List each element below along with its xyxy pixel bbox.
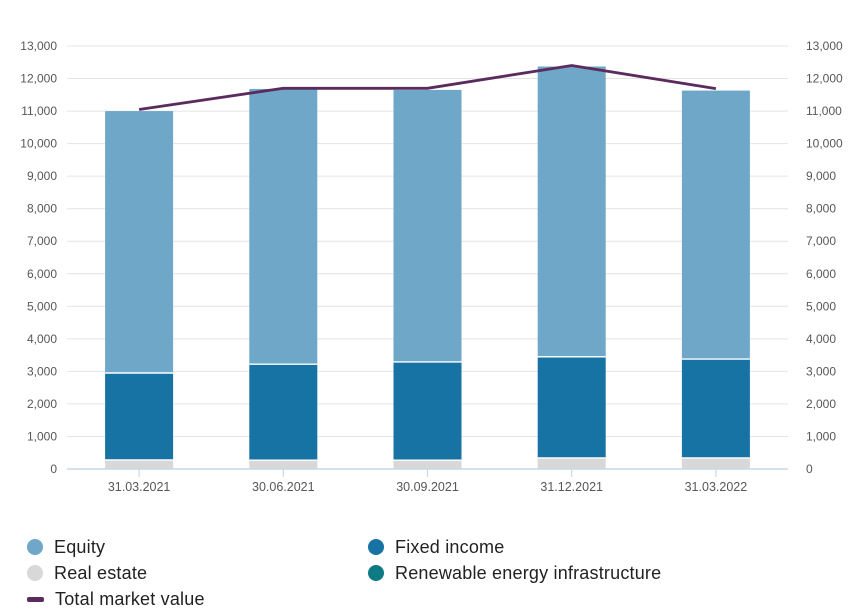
- bar-segment-equity: [537, 66, 606, 357]
- legend-item-equity: Equity: [27, 534, 368, 560]
- bar-segment-real-estate: [249, 460, 318, 469]
- real-estate-marker-icon: [27, 565, 43, 581]
- y-axis-label-right: 1,000: [806, 429, 836, 443]
- legend-item-total-market-value: Total market value: [27, 586, 368, 612]
- bar-segment-real-estate: [537, 457, 606, 469]
- y-axis-label-right: 2,000: [806, 397, 836, 411]
- y-axis-label-left: 9,000: [27, 169, 57, 183]
- y-axis-label-right: 8,000: [806, 202, 836, 216]
- y-axis-label-left: 4,000: [27, 332, 57, 346]
- y-axis-label-left: 10,000: [20, 137, 57, 151]
- equity-marker-icon: [27, 539, 43, 555]
- bar-segment-real-estate: [393, 460, 462, 469]
- y-axis-label-left: 13,000: [20, 39, 57, 53]
- bar-segment-equity: [393, 89, 462, 362]
- legend-label-renewable-energy: Renewable energy infrastructure: [395, 562, 662, 583]
- y-axis-label-left: 2,000: [27, 397, 57, 411]
- x-axis-label: 31.12.2021: [540, 480, 603, 494]
- bar-segment-fixed-income: [681, 359, 750, 458]
- y-axis-label-right: 13,000: [806, 39, 843, 53]
- y-axis-label-left: 0: [50, 462, 57, 476]
- bar-segment-fixed-income: [537, 356, 606, 458]
- y-axis-label-left: 12,000: [20, 72, 57, 86]
- bar-segment-real-estate: [105, 459, 174, 469]
- y-axis-label-right: 5,000: [806, 299, 836, 313]
- y-axis-label-left: 1,000: [27, 429, 57, 443]
- bar-segment-fixed-income: [393, 361, 462, 461]
- y-axis-label-left: 11,000: [21, 104, 57, 118]
- y-axis-label-left: 7,000: [27, 234, 57, 248]
- y-axis-label-left: 3,000: [27, 364, 57, 378]
- y-axis-label-right: 3,000: [806, 364, 836, 378]
- y-axis-label-left: 6,000: [27, 267, 57, 281]
- bar-segment-equity: [105, 111, 174, 374]
- y-axis-label-right: 9,000: [806, 169, 836, 183]
- legend-label-total-market-value: Total market value: [55, 588, 205, 609]
- legend-item-fixed-income: Fixed income: [368, 534, 661, 560]
- renewable-energy-marker-icon: [368, 565, 384, 581]
- y-axis-label-right: 10,000: [806, 137, 843, 151]
- x-axis-label: 31.03.2021: [108, 480, 171, 494]
- chart-canvas: 0 0 1,000 1,000 2,000 2,000 3,000 3,000 4,000 4,0…: [20, 39, 843, 494]
- legend-item-renewable-energy: Renewable energy infrastructure: [368, 560, 661, 586]
- stacked-bar-line-chart: 0 0 1,000 1,000 2,000 2,000 3,000 3,000 4,000 4,0…: [20, 39, 843, 494]
- legend-column-right: Fixed income Renewable energy infrastruc…: [368, 534, 661, 586]
- bar-segment-real-estate: [681, 457, 750, 469]
- bar-segment-fixed-income: [105, 373, 174, 460]
- legend-label-fixed-income: Fixed income: [395, 536, 505, 557]
- total-market-value-line: [138, 64, 717, 111]
- legend-label-equity: Equity: [54, 536, 106, 557]
- fixed-income-marker-icon: [368, 539, 384, 555]
- x-axis-label: 31.03.2022: [685, 480, 748, 494]
- y-axis-label-right: 0: [806, 462, 813, 476]
- bar-segment-equity: [681, 90, 750, 360]
- legend-item-real-estate: Real estate: [27, 560, 368, 586]
- bar-segment-equity: [249, 88, 318, 365]
- y-axis-label-left: 8,000: [27, 202, 57, 216]
- x-axis-label: 30.06.2021: [252, 480, 315, 494]
- y-axis-label-right: 7,000: [806, 234, 836, 248]
- chart-legend: Equity Real estate Total market value Fi…: [27, 534, 661, 612]
- total-market-value-line-icon: [27, 596, 44, 602]
- legend-label-real-estate: Real estate: [54, 562, 148, 583]
- y-axis-label-left: 5,000: [27, 299, 57, 313]
- y-axis-label-right: 6,000: [806, 267, 836, 281]
- x-axis-label: 30.09.2021: [396, 480, 459, 494]
- y-axis-label-right: 11,000: [806, 104, 842, 118]
- y-axis-label-right: 12,000: [806, 72, 843, 86]
- legend-column-left: Equity Real estate Total market value: [27, 534, 368, 612]
- bar-segment-fixed-income: [249, 364, 318, 461]
- y-axis-label-right: 4,000: [806, 332, 836, 346]
